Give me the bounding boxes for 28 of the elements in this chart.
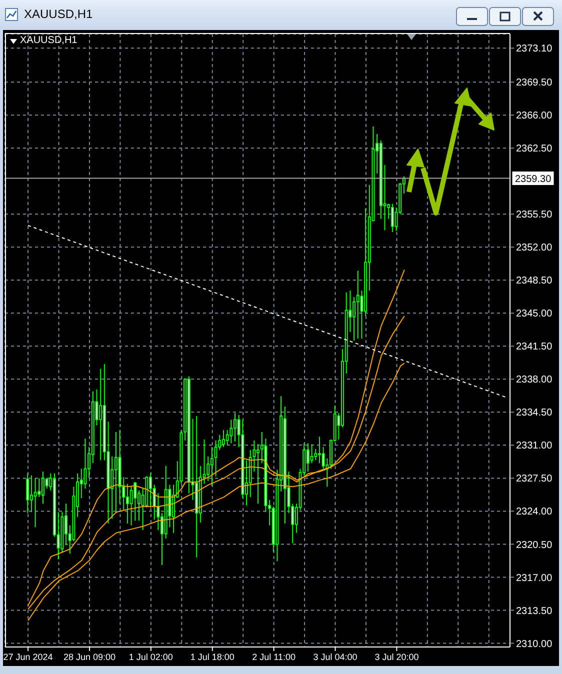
y-tick-label: 2355.50 [516,210,553,221]
chart-title: XAUUSD,H1 [24,7,93,21]
y-tick-label: 2310.00 [516,638,553,650]
y-tick-label: 2373.10 [516,44,553,55]
x-tick-label: 27 Jun 2024 [3,652,53,662]
y-tick-label: 2320.50 [516,540,553,551]
y-tick-label: 2331.00 [516,440,553,452]
y-tick-label: 2345.00 [516,308,553,320]
y-tick-label: 2369.50 [516,78,553,89]
x-tick-label: 1 Jul 18:00 [190,652,234,662]
x-tick-label: 2 Jul 11:00 [252,652,296,662]
chart-subtitle: XAUUSD,H1 [20,35,78,46]
y-tick-label: 2366.00 [516,110,553,122]
x-tick-label: 3 Jul 20:00 [374,652,419,662]
y-tick-label: 2362.50 [516,144,553,155]
y-tick-label: 2317.00 [516,572,553,584]
ref-line-label: 2359.30 [515,174,552,185]
x-tick-label: 28 Jun 09:00 [63,652,116,662]
y-tick-label: 2352.00 [516,242,553,254]
y-tick-label: 2338.00 [516,374,553,386]
y-tick-label: 2324.00 [516,506,553,518]
y-tick-label: 2348.50 [516,276,553,287]
y-tick-label: 2334.50 [516,408,553,419]
x-tick-label: 3 Jul 04:00 [313,652,358,662]
y-tick-label: 2341.50 [516,342,553,353]
y-tick-label: 2313.50 [516,606,553,617]
x-tick-label: 1 Jul 02:00 [128,652,173,662]
y-tick-label: 2327.50 [516,474,553,485]
